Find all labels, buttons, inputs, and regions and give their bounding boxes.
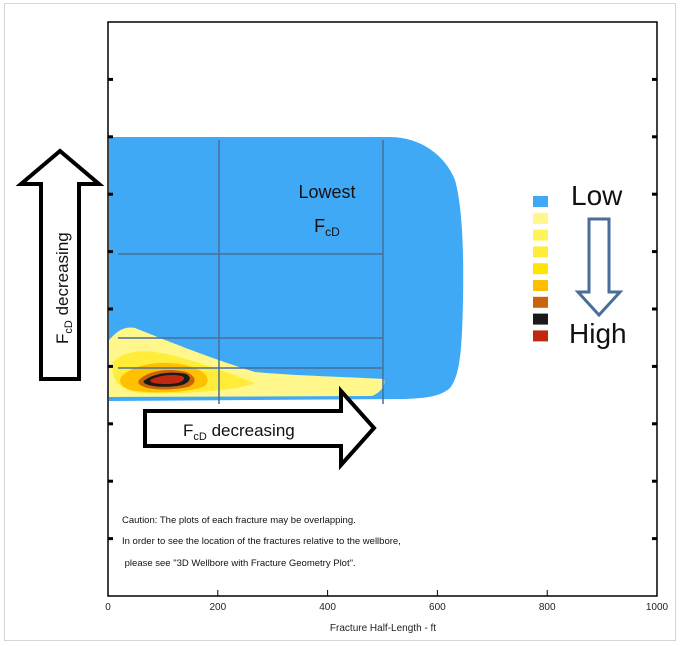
- x-tick-label-400: 400: [319, 602, 336, 613]
- caption-line-2: In order to see the location of the frac…: [122, 536, 401, 547]
- x-tick-label-800: 800: [539, 602, 556, 613]
- legend-swatch-3: [533, 246, 548, 258]
- vertical-arrow: FcD decreasing: [15, 148, 105, 381]
- lowest-fcd-sub: cD: [325, 225, 340, 239]
- vertical-arrow-shape: [15, 148, 105, 381]
- legend-swatch-7: [533, 313, 548, 325]
- legend: [533, 196, 548, 342]
- vertical-arrow-label: FcD decreasing: [53, 232, 75, 344]
- lowest-fcd-label: FcD: [314, 216, 340, 239]
- contour-red-region: [150, 375, 185, 385]
- legend-swatch-1: [533, 212, 548, 224]
- legend-swatch-5: [533, 280, 548, 291]
- lowest-fcd-main: F: [314, 216, 325, 236]
- x-axis-title: Fracture Half-Length - ft: [330, 623, 436, 634]
- caption-line-3: please see "3D Wellbore with Fracture Ge…: [122, 558, 356, 569]
- horizontal-arrow-shape: [143, 385, 377, 471]
- y-axis-ticks: [108, 77, 657, 541]
- x-tick-label-200: 200: [209, 602, 226, 613]
- grid-lines: [118, 140, 384, 404]
- x-axis: 0 200 400 600 800 1000: [105, 590, 669, 613]
- horizontal-arrow: FcD decreasing: [143, 385, 377, 471]
- contour-blue-region: [109, 137, 464, 401]
- x-tick-label-0: 0: [105, 602, 111, 613]
- legend-swatch-4: [533, 263, 548, 275]
- x-tick-label-1000: 1000: [646, 602, 669, 613]
- legend-low-label: Low: [571, 180, 623, 211]
- legend-swatch-0: [533, 196, 548, 207]
- legend-down-arrow: [574, 217, 624, 318]
- caption-line-1: Caution: The plots of each fracture may …: [122, 515, 356, 526]
- chart-frame: [4, 3, 676, 641]
- legend-swatch-2: [533, 229, 548, 241]
- x-tick-label-600: 600: [429, 602, 446, 613]
- legend-swatch-8: [533, 330, 548, 342]
- legend-swatch-6: [533, 296, 548, 308]
- legend-high-label: High: [569, 318, 627, 349]
- horizontal-arrow-label: FcD decreasing: [183, 421, 295, 443]
- lowest-label: Lowest: [298, 182, 355, 202]
